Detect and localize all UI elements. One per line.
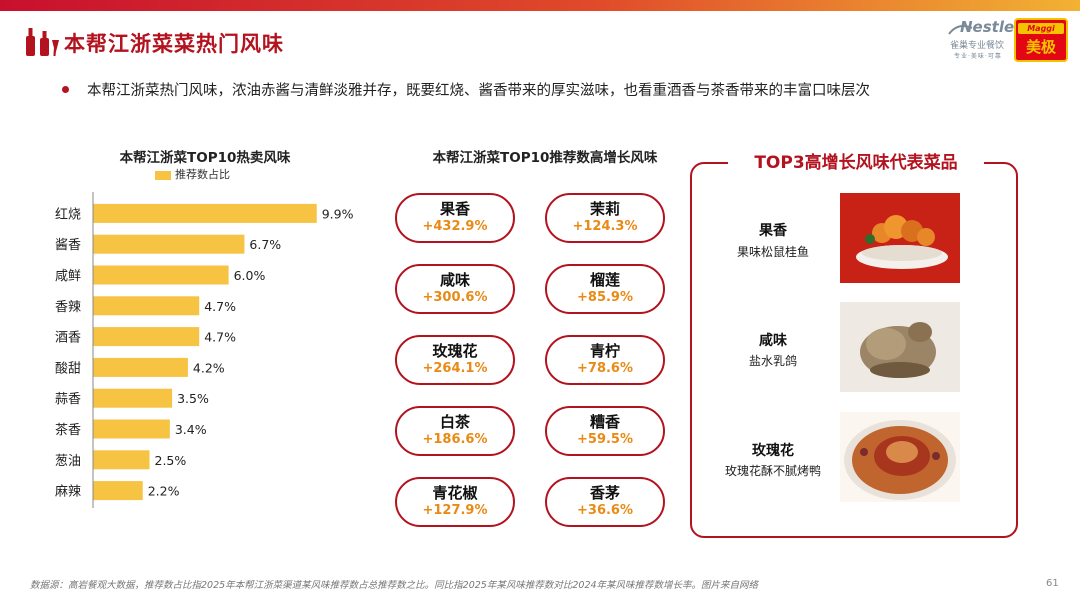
category-label: 香辣 — [55, 300, 81, 315]
value-label: 2.5% — [155, 453, 187, 468]
bar — [93, 388, 173, 408]
growth-flavor: 咸味 — [439, 271, 470, 289]
category-label: 酱香 — [55, 238, 81, 253]
growth-pill: 咸味 +300.6% — [395, 264, 515, 314]
data-source-note: 数据源：高岩餐观大数据，推荐数占比指2025年本帮江浙菜渠道某风味推荐数占总推荐… — [30, 580, 759, 591]
duck-dish-photo — [840, 412, 960, 502]
category-label: 酒香 — [55, 331, 81, 346]
pigeon-dish-photo — [840, 302, 960, 392]
growth-pill: 茉莉 +124.3% — [545, 193, 665, 243]
growth-pill: 青花椒 +127.9% — [395, 477, 515, 527]
growth-flavor: 糟香 — [589, 413, 620, 431]
category-label: 咸鲜 — [55, 269, 81, 284]
growth-value: +300.6% — [422, 290, 488, 305]
bullet-dot — [62, 86, 69, 93]
growth-pill: 青柠 +78.6% — [545, 335, 665, 385]
dish-flavor: 咸味 — [759, 333, 787, 349]
page-number: 61 — [1046, 578, 1059, 589]
growth-value: +432.9% — [422, 219, 488, 234]
bar — [93, 265, 229, 285]
growth-value: +127.9% — [422, 503, 488, 518]
category-label: 蒜香 — [55, 392, 81, 407]
value-label: 2.2% — [148, 484, 180, 499]
value-label: 6.7% — [249, 237, 281, 252]
growth-pill: 果香 +432.9% — [395, 193, 515, 243]
growth-pill: 白茶 +186.6% — [395, 406, 515, 456]
value-label: 3.5% — [177, 391, 209, 406]
legend-label: 推荐数占比 — [175, 168, 230, 181]
growth-flavor: 香茅 — [589, 484, 620, 502]
growth-flavor: 茉莉 — [589, 200, 620, 218]
dish-name: 果味松鼠桂鱼 — [736, 245, 809, 259]
growth-value: +36.6% — [577, 503, 633, 518]
growth-value: +78.6% — [577, 361, 633, 376]
bar-chart-legend: 推荐数占比 — [155, 166, 230, 182]
category-label: 麻辣 — [55, 485, 81, 500]
growth-flavor: 白茶 — [439, 413, 470, 431]
nestle-wordmark: Nestle — [960, 18, 1015, 36]
maggi-wordmark: Maggi — [1018, 23, 1064, 34]
growth-title: 本帮江浙菜TOP10推荐数高增长风味 — [432, 150, 658, 166]
dish-name: 玫瑰花酥不腻烤鸭 — [724, 464, 821, 478]
nestle-nest-icon — [948, 25, 973, 35]
category-label: 茶香 — [55, 422, 81, 438]
legend-swatch — [155, 170, 171, 180]
value-label: 4.2% — [193, 360, 225, 375]
growth-value: +59.5% — [577, 432, 633, 447]
growth-value: +124.3% — [572, 219, 638, 234]
maggi-chinese-name: 美极 — [1025, 38, 1056, 56]
dish-flavor: 果香 — [759, 223, 787, 239]
bar — [93, 296, 200, 316]
category-label: 红烧 — [55, 206, 81, 222]
value-label: 6.0% — [234, 268, 266, 283]
growth-pill: 榴莲 +85.9% — [545, 264, 665, 314]
value-label: 9.9% — [322, 206, 354, 221]
bar — [93, 419, 170, 439]
growth-pill: 糟香 +59.5% — [545, 406, 665, 456]
category-label: 葱油 — [55, 454, 81, 469]
bar — [93, 481, 143, 501]
page-title: 本帮江浙菜菜热门风味 — [64, 32, 284, 56]
bar-chart-title: 本帮江浙菜TOP10热卖风味 — [119, 150, 291, 166]
bar — [93, 203, 317, 223]
growth-flavor: 玫瑰花 — [432, 342, 478, 360]
nestle-subtitle: 雀巢专业餐饮 — [950, 41, 1005, 51]
value-label: 3.4% — [175, 422, 207, 437]
bar — [93, 450, 150, 470]
growth-flavor: 榴莲 — [589, 271, 620, 289]
growth-value: +85.9% — [577, 290, 633, 305]
growth-pill: 玫瑰花 +264.1% — [395, 335, 515, 385]
value-label: 4.7% — [204, 330, 236, 345]
growth-value: +186.6% — [422, 432, 488, 447]
dishes-panel-title: TOP3高增长风味代表菜品 — [728, 148, 984, 173]
bottles-icon — [26, 28, 59, 56]
growth-flavor: 青花椒 — [432, 484, 478, 502]
growth-flavor: 果香 — [439, 200, 470, 218]
category-label: 酸甜 — [55, 360, 81, 376]
nestle-tagline: 专业·美味·可靠 — [954, 53, 1002, 60]
fish-dish-photo — [840, 193, 960, 283]
growth-value: +264.1% — [422, 361, 488, 376]
top-accent-bar — [0, 0, 1080, 11]
maggi-logo: Maggi 美极 — [1014, 18, 1068, 62]
growth-flavor: 青柠 — [589, 342, 620, 360]
bar — [93, 357, 188, 377]
growth-pill: 香茅 +36.6% — [545, 477, 665, 527]
bar — [93, 234, 245, 254]
bar — [93, 327, 200, 347]
summary-bullet: 本帮江浙菜热门风味，浓油赤酱与清鲜淡雅并存，既要红烧、酱香带来的厚实滋味，也看重… — [87, 83, 870, 99]
value-label: 4.7% — [204, 299, 236, 314]
dish-flavor: 玫瑰花 — [752, 443, 794, 459]
dish-name: 盐水乳鸽 — [748, 354, 797, 368]
